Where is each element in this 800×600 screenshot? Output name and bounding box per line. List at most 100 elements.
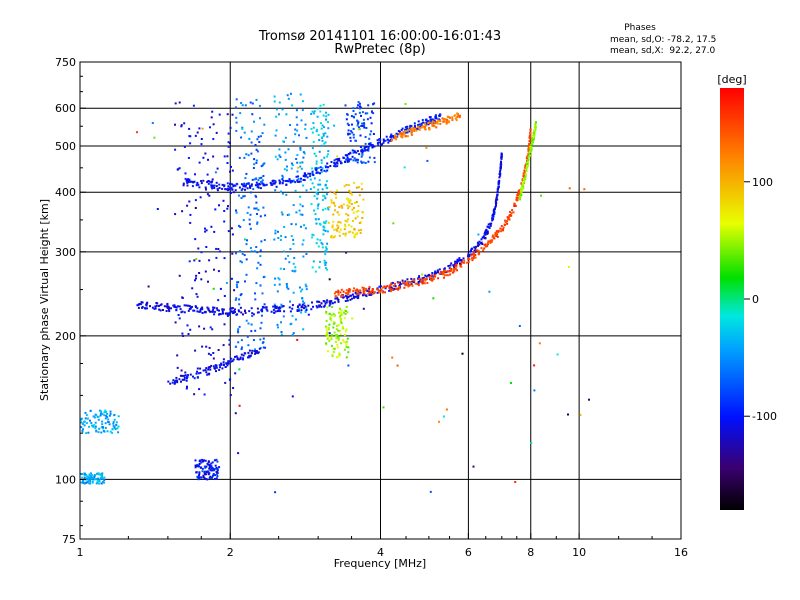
echo-point	[228, 339, 231, 342]
colorbar-tick-label: 100	[752, 176, 773, 189]
echo-point	[454, 117, 457, 120]
echo-point	[258, 141, 261, 143]
echo-point	[340, 309, 343, 312]
echo-point	[332, 220, 335, 223]
echo-point	[307, 172, 310, 175]
echo-point	[529, 154, 531, 157]
echo-point	[219, 313, 222, 316]
echo-point	[235, 116, 238, 119]
echo-point	[410, 277, 413, 280]
echo-point	[303, 307, 305, 310]
echo-point	[346, 159, 349, 162]
echo-point	[251, 102, 254, 105]
echo-point	[246, 335, 249, 338]
echo-point	[521, 182, 524, 185]
echo-point	[174, 305, 177, 308]
echo-point	[302, 175, 305, 177]
echo-point	[344, 104, 347, 107]
echo-point	[455, 119, 458, 122]
echo-point	[192, 181, 195, 184]
echo-point	[413, 128, 416, 130]
echo-point	[183, 378, 186, 381]
echo-point	[371, 289, 374, 292]
echo-point	[526, 157, 528, 160]
echo-point	[83, 474, 86, 477]
echo-point	[236, 358, 239, 361]
echo-point	[259, 187, 262, 190]
echo-point	[489, 241, 492, 244]
echo-point	[340, 342, 343, 345]
echo-point	[244, 104, 247, 107]
echo-point	[350, 203, 353, 205]
echo-point	[443, 276, 445, 279]
echo-point	[435, 126, 438, 129]
echo-point	[204, 478, 207, 480]
echo-point	[496, 198, 499, 201]
echo-point	[353, 236, 356, 239]
echo-point	[556, 353, 559, 356]
echo-point	[373, 292, 375, 295]
echo-point	[210, 465, 213, 468]
echo-point	[243, 182, 246, 185]
echo-point	[338, 352, 341, 355]
echo-point	[304, 175, 307, 178]
echo-point	[334, 193, 337, 196]
echo-point	[291, 334, 294, 336]
echo-point	[208, 372, 211, 375]
echo-point	[337, 299, 340, 301]
echo-point	[105, 411, 108, 413]
echo-point	[117, 425, 120, 428]
echo-point	[117, 431, 120, 434]
echo-point	[253, 158, 256, 161]
echo-point	[502, 226, 505, 229]
echo-point	[358, 102, 361, 105]
echo-point	[315, 191, 318, 194]
echo-point	[244, 280, 246, 283]
echo-point	[158, 308, 161, 311]
echo-point	[473, 249, 476, 252]
echo-point	[209, 368, 212, 371]
echo-point	[324, 132, 327, 135]
echo-point	[241, 252, 244, 255]
echo-point	[372, 288, 374, 291]
echo-point	[328, 323, 331, 326]
echo-point	[332, 326, 335, 329]
echo-point	[103, 481, 106, 484]
echo-point	[404, 130, 407, 133]
echo-point	[153, 136, 156, 139]
echo-point	[342, 157, 345, 159]
echo-point	[313, 209, 316, 212]
echo-point	[238, 325, 241, 328]
echo-point	[181, 332, 184, 335]
echo-point	[262, 346, 265, 349]
echo-point	[115, 421, 118, 424]
echo-point	[216, 309, 219, 312]
echo-point	[200, 180, 203, 182]
echo-point	[209, 366, 212, 369]
echo-point	[251, 312, 254, 315]
echo-point	[182, 184, 185, 187]
echo-point	[315, 167, 318, 170]
echo-point	[454, 260, 457, 263]
echo-point	[534, 125, 537, 128]
echo-point	[473, 251, 475, 254]
echo-point	[397, 130, 400, 132]
echo-point	[315, 155, 318, 158]
echo-point	[186, 385, 188, 388]
echo-point	[347, 289, 350, 292]
echo-point	[207, 461, 210, 464]
echo-point	[428, 121, 431, 124]
echo-point	[367, 104, 370, 107]
echo-point	[108, 423, 111, 426]
echo-point	[385, 286, 387, 289]
echo-point	[245, 243, 248, 246]
echo-point	[344, 330, 347, 333]
echo-point	[297, 175, 300, 178]
echo-point	[355, 151, 358, 154]
echo-point	[312, 305, 314, 308]
echo-point	[407, 285, 410, 288]
echo-point	[421, 119, 424, 121]
echo-point	[213, 268, 215, 271]
echo-point	[241, 127, 244, 130]
echo-point	[480, 238, 483, 241]
